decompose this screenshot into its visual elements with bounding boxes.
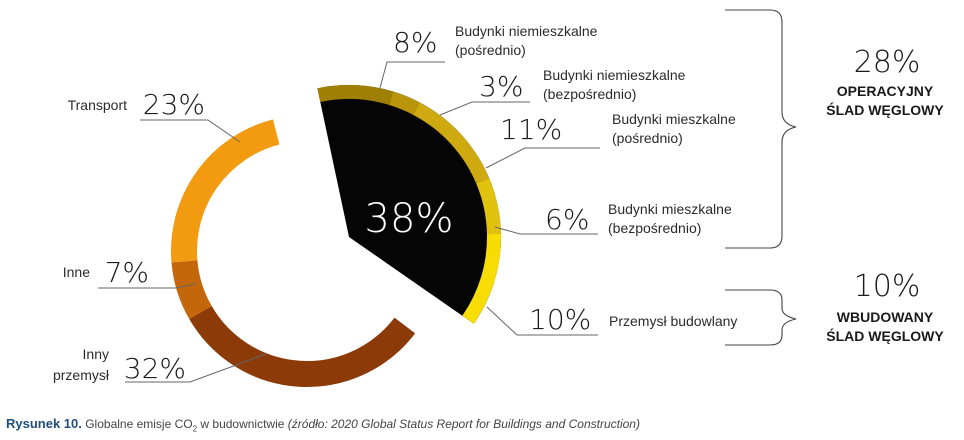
figure-number: Rysunek 10. [6, 416, 82, 431]
highlight-wedge [317, 84, 502, 324]
embodied-label-line1: WBUDOWANY [837, 309, 934, 325]
operational-bracket [725, 9, 797, 249]
segment-name-label: (bezpośrednio) [543, 86, 636, 102]
segment-name-label: Przemysł budowlany [609, 313, 737, 329]
ring-segments [171, 119, 416, 387]
caption-source: (źródło: 2020 Global Status Report for B… [287, 417, 640, 431]
segment-pct-label: 6% [545, 203, 589, 236]
operational-label-line2: ŚLAD WĘGLOWY [826, 101, 944, 118]
segment-pct-label: 7% [105, 256, 149, 289]
segment-name-label: (pośrednio) [612, 130, 683, 146]
leader-line [439, 101, 530, 116]
embodied-label-line2: ŚLAD WĘGLOWY [826, 327, 944, 344]
caption-subscript: 2 [192, 424, 198, 434]
segment-name-label: Budynki niemieszkalne [455, 23, 598, 39]
operational-pct: 28% [854, 45, 921, 80]
leader-lines [98, 61, 600, 383]
wedge-band-segment [462, 233, 501, 324]
leader-line [486, 306, 598, 336]
leader-line [494, 226, 598, 235]
ring-segment [171, 119, 280, 263]
segment-name-label: Budynki mieszkalne [608, 201, 732, 217]
segment-pct-label: 23% [143, 88, 205, 121]
embodied-bracket [725, 289, 797, 346]
segment-name-label: Inny [83, 346, 109, 362]
operational-label-line1: OPERACYJNY [837, 83, 934, 99]
wedge-band-segment [412, 102, 490, 184]
leader-line [98, 283, 197, 289]
ring-segment [171, 259, 212, 319]
wedge-band-segment [476, 178, 501, 235]
segment-pct-label: 11% [500, 113, 562, 146]
segment-pct-label: 10% [529, 303, 591, 336]
segment-name-label: Budynki niemieszkalne [543, 67, 686, 83]
wedge-band-segment [388, 91, 420, 115]
segment-pct-label: 8% [393, 26, 437, 59]
segment-name-label: (bezpośrednio) [608, 220, 701, 236]
leader-line [125, 353, 267, 383]
center-label: 38% [365, 196, 454, 242]
segment-name-label: Budynki mieszkalne [612, 111, 736, 127]
caption-text: Globalne emisje CO [85, 417, 193, 431]
caption-text-after: w budownictwie [197, 417, 288, 431]
leader-line [379, 61, 445, 89]
donut-chart: 8% Budynki niemieszkalne (pośrednio) 3% Budy… [53, 9, 944, 387]
segment-labels: 8% Budynki niemieszkalne (pośrednio) 3% Budy… [53, 23, 737, 385]
leader-line [485, 147, 600, 169]
leader-line [140, 119, 241, 143]
figure-caption: Rysunek 10. Globalne emisje CO2 w budown… [6, 416, 640, 433]
segment-pct-label: 3% [479, 70, 523, 103]
segment-pct-label: 32% [124, 352, 186, 385]
ring-segment [189, 305, 416, 387]
segment-name-label: (pośrednio) [455, 42, 526, 58]
segment-name-label: Inne [63, 264, 90, 280]
segment-name-label: przemysł [53, 367, 110, 383]
segment-name-label: Transport [68, 97, 128, 113]
wedge-band-segment [317, 85, 393, 105]
embodied-pct: 10% [854, 269, 921, 304]
